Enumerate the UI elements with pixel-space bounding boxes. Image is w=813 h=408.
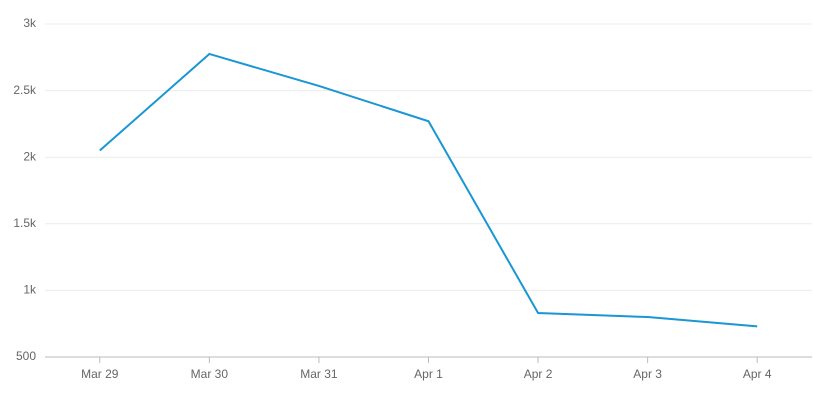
x-tick-label: Apr 3	[633, 367, 662, 381]
x-tick-label: Mar 30	[191, 367, 229, 381]
y-tick-label: 1k	[23, 283, 37, 297]
y-tick-label: 2k	[23, 149, 37, 163]
x-tick-label: Apr 1	[414, 367, 443, 381]
x-tick-label: Apr 2	[524, 367, 553, 381]
x-tick-label: Mar 29	[81, 367, 119, 381]
y-tick-label: 1.5k	[13, 216, 37, 230]
x-tick-label: Apr 4	[743, 367, 772, 381]
x-tick-label: Mar 31	[300, 367, 338, 381]
y-tick-label: 3k	[23, 16, 37, 30]
y-tick-label: 2.5k	[13, 83, 37, 97]
data-line	[99, 52, 758, 328]
y-tick-label: 500	[16, 349, 36, 363]
